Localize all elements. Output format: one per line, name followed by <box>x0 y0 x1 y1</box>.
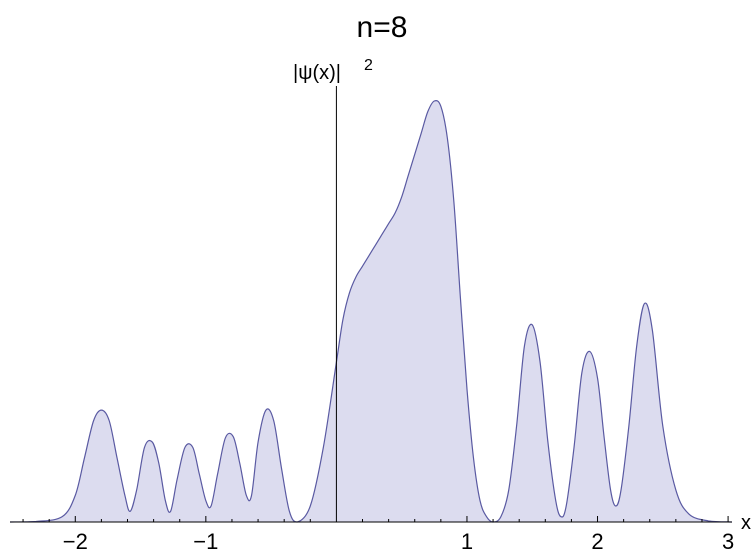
chart-title: n=8 <box>357 11 408 44</box>
area-line <box>9 99 733 523</box>
x-tick-label: −1 <box>193 529 218 553</box>
x-tick-label: 3 <box>722 529 734 553</box>
y-axis-label-superscript: 2 <box>364 57 373 74</box>
x-tick-label: −2 <box>63 529 88 553</box>
x-tick-label: 2 <box>591 529 603 553</box>
x-ticks: −2 −1 1 2 3 <box>22 516 734 553</box>
y-axis-label: |ψ(x)| <box>293 62 341 84</box>
x-tick-label: 1 <box>461 529 473 553</box>
x-axis-label: x <box>741 512 751 534</box>
area-fill <box>10 100 732 522</box>
